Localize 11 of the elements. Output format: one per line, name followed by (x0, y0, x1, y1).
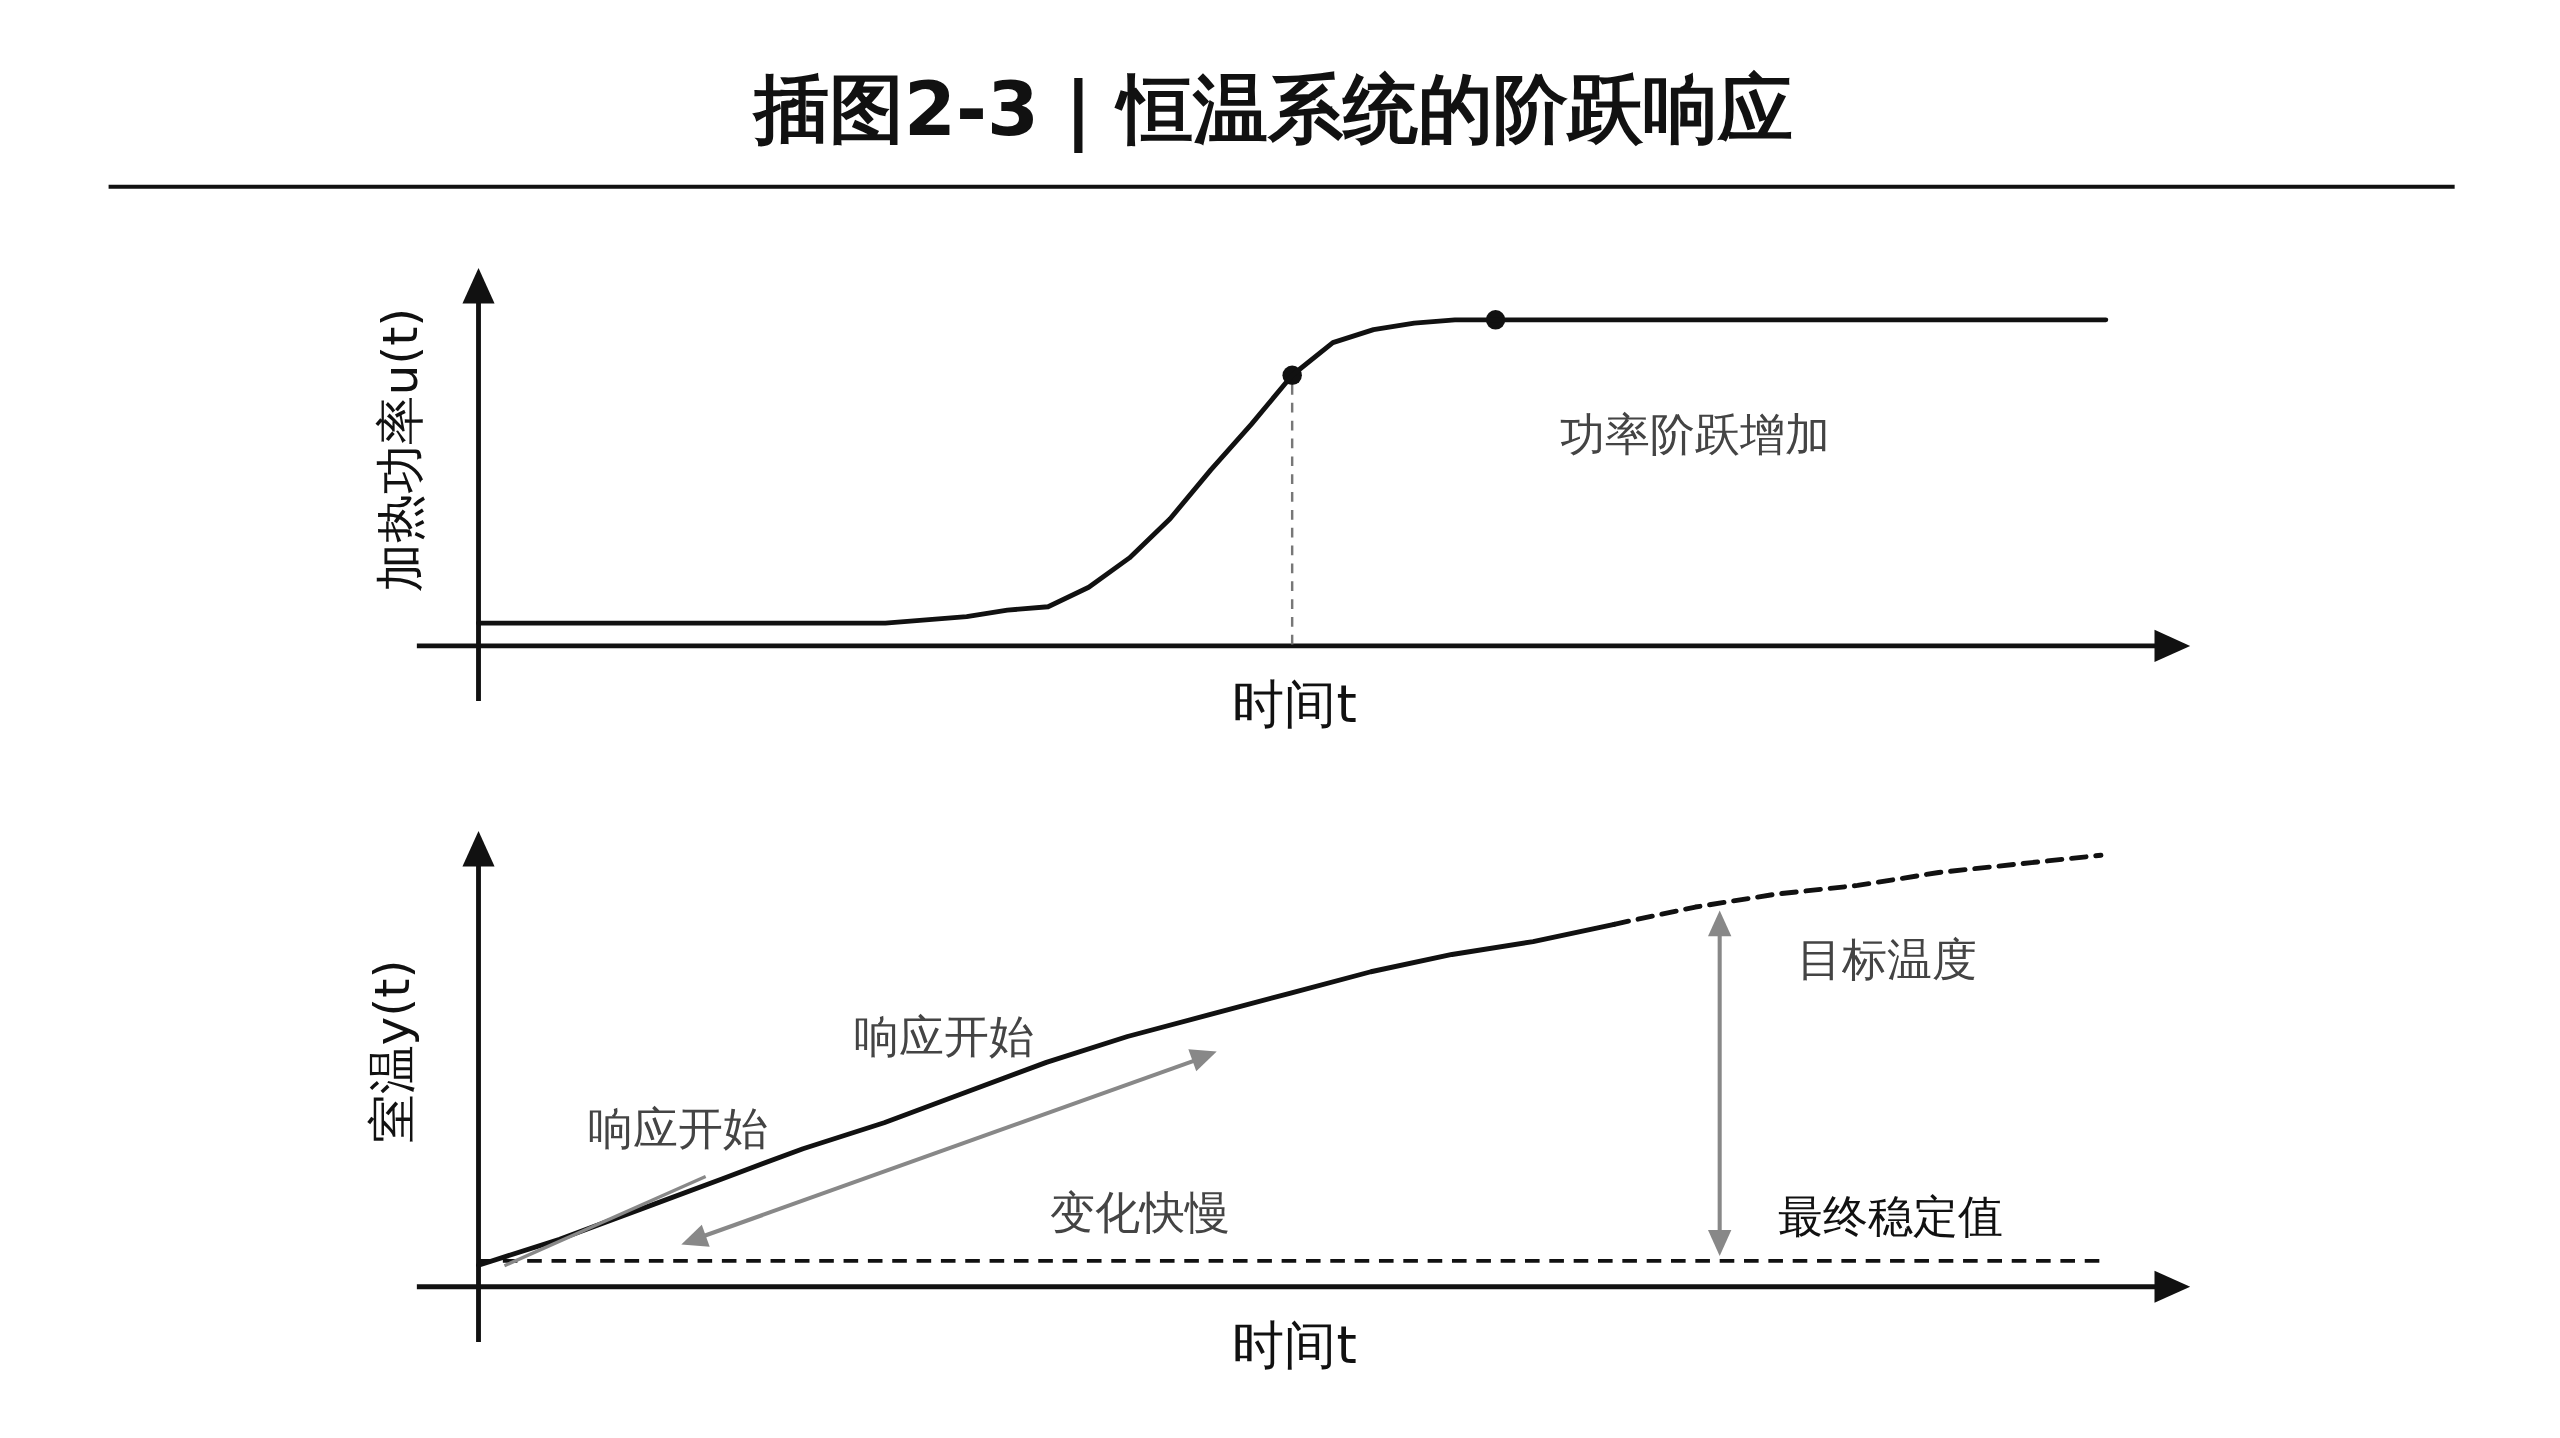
annotation: 目标温度 (1796, 933, 1977, 987)
y-axis-title: 加热功率u(t) (371, 307, 428, 592)
annotation: 响应开始 (588, 1102, 769, 1156)
annotation: 功率阶跃增加 (1560, 407, 1831, 461)
chart-title: 插图2-3 | 恒温系统的阶跃响应 (751, 65, 1794, 153)
annotation: 变化快慢 (1050, 1186, 1231, 1240)
x-axis-title: 时间t (1232, 674, 1357, 735)
annotation: 响应开始 (854, 1009, 1035, 1063)
ref-line-label: 最终稳定值 (1777, 1189, 2003, 1243)
y-axis-title: 室温y(t) (363, 959, 420, 1144)
x-axis-title: 时间t (1232, 1315, 1357, 1376)
